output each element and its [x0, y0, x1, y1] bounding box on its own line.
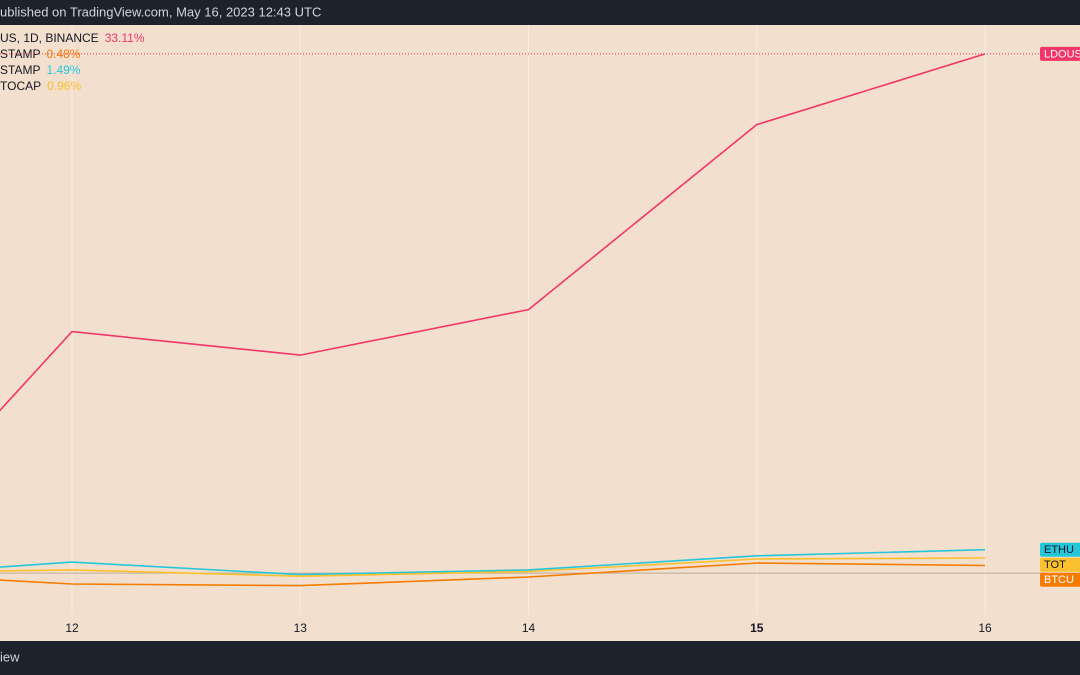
top-bar: [0, 0, 1080, 25]
price-tag: [1040, 46, 1080, 61]
price-tag: [1040, 572, 1080, 587]
x-tick-label: 13: [294, 621, 308, 635]
legend-value: 0.96%: [47, 79, 81, 93]
x-tick-label: 15: [750, 621, 764, 635]
legend-name: US, 1D, BINANCE: [0, 31, 99, 45]
price-tag-label: LDOUS: [1044, 48, 1080, 60]
price-tag: [1040, 557, 1080, 572]
x-tick-label: 12: [65, 621, 79, 635]
header: ublished on TradingView.com, May 16, 202…: [0, 4, 321, 19]
legend-name: TOCAP: [0, 79, 41, 93]
footer[interactable]: iew: [0, 649, 20, 664]
price-tag-label: BTCU: [1044, 574, 1074, 586]
price-tag-label: TOT: [1044, 559, 1066, 571]
price-tag: [1040, 542, 1080, 557]
plot-background: [0, 25, 1080, 641]
legend-value: 1.49%: [46, 63, 80, 77]
price-tag-label: ETHU: [1044, 544, 1074, 556]
series-line: [0, 53, 986, 412]
plot-lines: [0, 53, 986, 587]
x-tick-label: 14: [522, 621, 536, 635]
legend-name: STAMP: [0, 47, 40, 61]
series-line: [0, 548, 986, 576]
bottom-bar: [0, 641, 1080, 675]
legend-name: STAMP: [0, 63, 40, 77]
series-line: [0, 557, 986, 578]
legend-value: 33.11%: [105, 31, 145, 45]
series-line: [0, 562, 986, 587]
x-tick-label: 16: [978, 621, 992, 635]
